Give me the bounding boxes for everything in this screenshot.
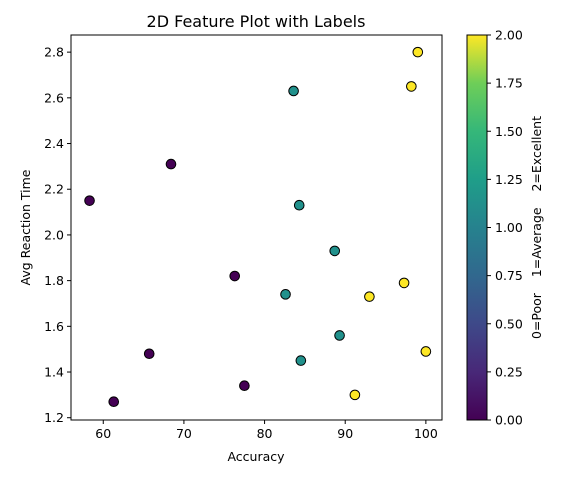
- x-tick-label: 70: [176, 426, 192, 441]
- x-tick-label: 100: [414, 426, 438, 441]
- scatter-point: [239, 380, 250, 392]
- x-tick-label: 80: [257, 426, 273, 441]
- scatter-point: [295, 355, 307, 366]
- colorbar-tick-label: 0.50: [495, 316, 523, 331]
- colorbar-tick-label: 0.00: [495, 413, 523, 428]
- scatter-point: [420, 346, 432, 357]
- scatter-point: [288, 85, 299, 97]
- scatter-point: [412, 46, 424, 58]
- scatter-point: [280, 289, 291, 300]
- colorbar-tick-label: 1.25: [495, 172, 523, 187]
- y-tick-label: 1.2: [44, 410, 64, 425]
- plot-area: [84, 46, 432, 408]
- y-tick-label: 1.4: [44, 365, 64, 380]
- y-axis: 1.2 1.4 1.6 1.8 2.0 2.2 2.4 2.6 2.8: [44, 45, 71, 425]
- scatter-point: [329, 245, 341, 257]
- scatter-point: [293, 199, 305, 211]
- colorbar-label: 0=Poor 1=Average 2=Excellent: [529, 116, 544, 339]
- colorbar-tick-label: 1.50: [495, 124, 523, 139]
- scatter-point: [364, 291, 375, 302]
- y-tick-label: 2.6: [44, 90, 64, 105]
- y-tick-label: 1.8: [44, 273, 64, 288]
- plot-frame: [70, 34, 443, 421]
- y-tick-label: 2.2: [44, 182, 64, 197]
- scatter-point: [143, 348, 155, 360]
- colorbar-tick-label: 0.75: [495, 268, 523, 283]
- colorbar-tick-label: 0.25: [495, 364, 523, 379]
- colorbar-axis: 0.00 0.25 0.50 0.75 1.00 1.25 1.50 1.75 2.00: [487, 28, 523, 428]
- x-axis: 60 70 80 90 100: [95, 420, 438, 441]
- scatter-point: [398, 277, 410, 289]
- y-tick-label: 1.6: [44, 319, 64, 334]
- scatter-point: [108, 396, 120, 408]
- scatter-point: [349, 389, 361, 401]
- scatter-point: [84, 195, 95, 206]
- y-tick-label: 2.4: [44, 136, 64, 151]
- colorbar-tick-label: 1.75: [495, 76, 523, 91]
- y-tick-label: 2.0: [44, 227, 64, 242]
- colorbar: [466, 34, 488, 421]
- colorbar-tick-label: 1.00: [495, 220, 523, 235]
- scatter-point: [165, 158, 177, 170]
- chart-title: 2D Feature Plot with Labels: [147, 12, 366, 31]
- scatter-point: [406, 81, 417, 92]
- scatter-point: [229, 270, 241, 282]
- colorbar-tick-label: 2.00: [495, 28, 523, 43]
- y-axis-label: Avg Reaction Time: [18, 169, 33, 285]
- x-tick-label: 90: [337, 426, 353, 441]
- scatter-point: [334, 330, 345, 341]
- x-axis-label: Accuracy: [227, 449, 285, 464]
- y-tick-label: 2.8: [44, 45, 64, 60]
- x-tick-label: 60: [95, 426, 111, 441]
